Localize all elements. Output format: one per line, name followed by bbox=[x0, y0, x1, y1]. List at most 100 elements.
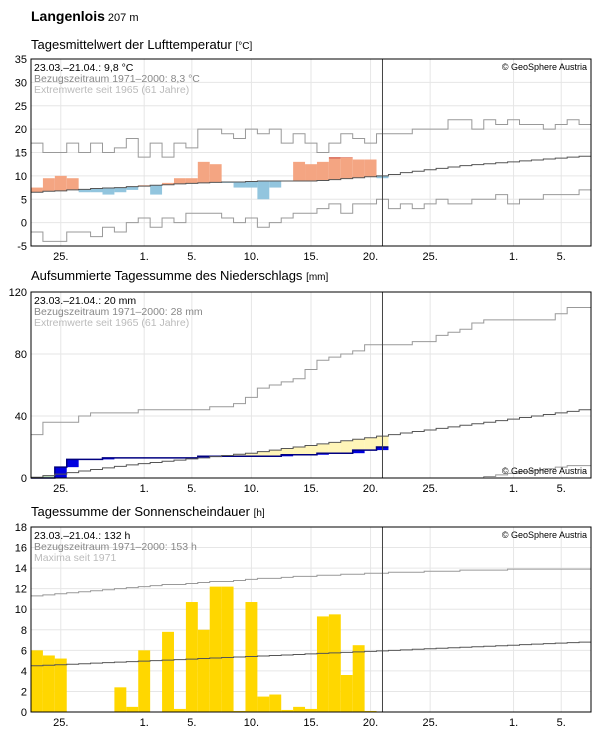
precipitation-chart: 0 40 80 120 25. 1. 5. 10. 15. 20. 25. 1. 5. 23.03.–21… bbox=[9, 287, 592, 495]
temp-cold-band bbox=[233, 181, 246, 188]
precipitation-plot-frame bbox=[30, 291, 592, 479]
sunshine-bar bbox=[305, 708, 317, 712]
sunshine-bar bbox=[221, 586, 234, 712]
temp-cold-band bbox=[78, 189, 91, 193]
sunshine-title-text: Tagessumme der Sonnenscheindauer bbox=[31, 504, 250, 519]
sunshine-bar bbox=[328, 614, 341, 712]
station-altitude: 207 m bbox=[107, 12, 139, 24]
sunshine-bar bbox=[340, 675, 353, 712]
temperature-ytick-label: -5 bbox=[17, 241, 27, 253]
temperature-ytick-label: 15 bbox=[15, 148, 27, 160]
temp-normal-line bbox=[31, 155, 591, 193]
sunshine-xtick-label: 20. bbox=[363, 717, 378, 729]
temperature-ytick-label: 5 bbox=[21, 194, 27, 206]
precipitation-xtick-label: 15. bbox=[303, 483, 318, 495]
precipitation-unit: [mm] bbox=[306, 272, 329, 283]
sunshine-ytick-label: 2 bbox=[21, 686, 27, 698]
precip-daily-increment bbox=[281, 454, 294, 457]
temperature-xtick-label: 20. bbox=[363, 251, 378, 263]
sunshine-bar bbox=[31, 650, 43, 712]
sunshine-bar bbox=[126, 706, 139, 712]
sunshine-bar bbox=[114, 687, 127, 712]
precipitation-xtick-label: 5. bbox=[557, 483, 566, 495]
temp-extreme-max-line bbox=[31, 119, 591, 158]
temperature-xtick-label: 25. bbox=[53, 251, 68, 263]
sunshine-xtick-label: 1. bbox=[140, 717, 149, 729]
sunshine-xtick-label: 5. bbox=[557, 717, 566, 729]
precipitation-xtick-label: 5. bbox=[187, 483, 196, 495]
sunshine-ytick-label: 6 bbox=[21, 645, 27, 657]
precipitation-xtick-label: 1. bbox=[509, 483, 518, 495]
sunshine-chart: 0 2 4 6 8 10 12 14 16 18 25. 1. 5. 10. 15. 20. 25. 1. 5. 23… bbox=[15, 522, 592, 729]
precip-daily-increment bbox=[102, 457, 115, 460]
temp-cold-band bbox=[114, 187, 127, 193]
precip-daily-increment bbox=[197, 456, 210, 458]
sunshine-ytick-label: 0 bbox=[21, 707, 27, 719]
precip-daily-increment bbox=[352, 450, 365, 454]
temp-warm-band bbox=[352, 159, 365, 178]
precipitation-ytick-label: 0 bbox=[21, 473, 27, 485]
sunshine-copyright: © GeoSphere Austria bbox=[502, 530, 587, 540]
sunshine-maxima-line bbox=[31, 568, 591, 597]
temperature-legend-line: 23.03.–21.04.: 9,8 °C bbox=[34, 62, 134, 74]
sunshine-bar bbox=[173, 708, 186, 712]
sunshine-legend-line: 23.03.–21.04.: 132 h bbox=[34, 530, 130, 542]
precipitation-ytick-label: 120 bbox=[9, 287, 27, 299]
sunshine-legend-line: Bezugszeitraum 1971–2000: 153 h bbox=[34, 541, 197, 553]
temperature-xtick-label: 25. bbox=[423, 251, 438, 263]
temp-warm-band bbox=[316, 161, 329, 181]
temp-warm-band bbox=[209, 164, 222, 183]
sunshine-unit: [h] bbox=[253, 508, 265, 519]
temperature-legend-line: Extremwerte seit 1965 (61 Jahre) bbox=[34, 84, 189, 96]
sunshine-bar bbox=[197, 629, 210, 712]
precip-deficit-band bbox=[293, 447, 306, 455]
temperature-xtick-label: 10. bbox=[244, 251, 259, 263]
precip-daily-increment bbox=[66, 459, 79, 468]
temp-warm-band bbox=[197, 161, 210, 183]
sunshine-xtick-label: 5. bbox=[187, 717, 196, 729]
temperature-xtick-label: 5. bbox=[557, 251, 566, 263]
station-header: Langenlois 207 m bbox=[31, 8, 138, 24]
temperature-ytick-label: 25 bbox=[15, 101, 27, 113]
temperature-chart-title: Tagesmittelwert der Lufttemperatur [°C] bbox=[31, 37, 252, 52]
temp-warm-band bbox=[340, 157, 353, 179]
precipitation-xtick-label: 25. bbox=[423, 483, 438, 495]
sunshine-ytick-label: 16 bbox=[15, 543, 27, 555]
precip-deficit-band bbox=[305, 445, 317, 455]
temp-warm-band bbox=[305, 164, 317, 182]
precip-extreme-max-line bbox=[31, 307, 591, 436]
temperature-ytick-label: 35 bbox=[15, 55, 27, 66]
sunshine-plot-frame bbox=[30, 526, 592, 713]
precip-deficit-band bbox=[257, 451, 270, 457]
temp-warm-band bbox=[162, 182, 174, 185]
precip-deficit-band bbox=[352, 439, 365, 451]
temp-warm-band bbox=[54, 175, 67, 191]
precip-deficit-band bbox=[269, 450, 282, 457]
precipitation-xtick-label: 10. bbox=[244, 483, 259, 495]
sunshine-ytick-label: 12 bbox=[15, 584, 27, 596]
sunshine-ytick-label: 10 bbox=[15, 604, 27, 616]
temperature-title-text: Tagesmittelwert der Lufttemperatur bbox=[31, 37, 232, 52]
sunshine-xtick-label: 1. bbox=[509, 717, 518, 729]
temp-warm-band bbox=[42, 178, 55, 192]
sunshine-bar bbox=[245, 602, 258, 712]
precip-daily-increment bbox=[316, 453, 329, 455]
temperature-chart: -5 0 5 10 15 20 25 30 35 25. 1. 5. 10. 15. 20. 25. 1. 5. 2… bbox=[15, 55, 592, 263]
temp-warm-band bbox=[31, 187, 43, 193]
precipitation-xtick-label: 20. bbox=[363, 483, 378, 495]
precipitation-xtick-label: 1. bbox=[140, 483, 149, 495]
precipitation-copyright: © GeoSphere Austria bbox=[502, 466, 587, 476]
temp-cold-band bbox=[269, 181, 282, 188]
precipitation-chart-title: Aufsummierte Tagessumme des Niederschlag… bbox=[31, 268, 328, 283]
temp-cold-band bbox=[245, 181, 258, 188]
precipitation-legend-line: Bezugszeitraum 1971–2000: 28 mm bbox=[34, 306, 203, 318]
sunshine-bar bbox=[352, 645, 365, 712]
sunshine-xtick-label: 15. bbox=[303, 717, 318, 729]
temp-cold-band bbox=[90, 188, 103, 193]
temperature-grid bbox=[31, 58, 591, 247]
sunshine-ytick-label: 18 bbox=[15, 522, 27, 534]
precip-deficit-band bbox=[42, 475, 55, 478]
temp-warm-band bbox=[66, 178, 79, 190]
sunshine-bar bbox=[233, 710, 246, 712]
precipitation-ytick-label: 80 bbox=[15, 349, 27, 361]
